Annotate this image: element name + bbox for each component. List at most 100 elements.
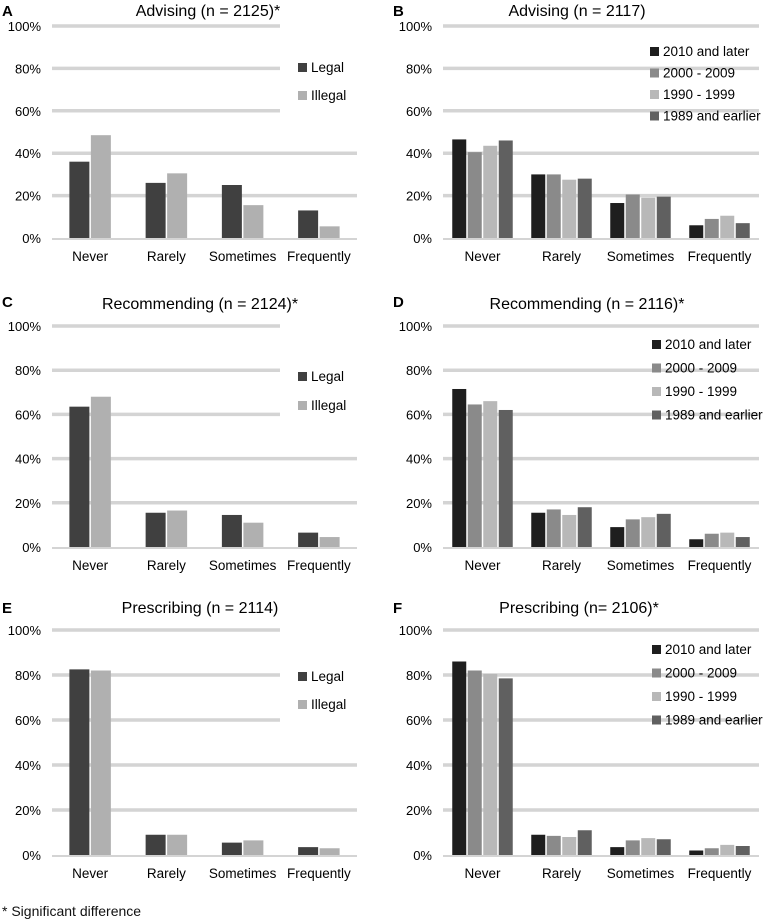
bar-never-1 bbox=[452, 661, 467, 855]
bar-frequently-1 bbox=[689, 850, 704, 855]
bar-sometimes-4 bbox=[656, 513, 671, 547]
legend-swatch bbox=[652, 692, 661, 701]
bar-sometimes-2 bbox=[625, 194, 640, 238]
chart-title: Prescribing (n= 2106)* bbox=[499, 600, 659, 617]
bar-sometimes-4 bbox=[656, 196, 671, 238]
bar-frequently-1 bbox=[689, 225, 704, 238]
x-tick-label: Rarely bbox=[147, 558, 186, 573]
x-tick-label: Rarely bbox=[542, 249, 581, 264]
legend-label: 1989 and earlier bbox=[663, 109, 761, 124]
x-tick-label: Rarely bbox=[147, 866, 186, 881]
bar-rarely-4 bbox=[577, 507, 592, 547]
legend-label: 2010 and later bbox=[663, 44, 750, 59]
bar-never-3 bbox=[483, 673, 498, 855]
x-tick-label: Frequently bbox=[688, 249, 752, 264]
y-tick-label: 100% bbox=[399, 623, 433, 638]
bar-frequently-2 bbox=[319, 537, 340, 547]
legend-label: Legal bbox=[311, 369, 344, 384]
bar-rarely-3 bbox=[562, 514, 577, 547]
legend-swatch bbox=[652, 645, 661, 654]
y-tick-label: 100% bbox=[399, 19, 433, 34]
panel-letter: E bbox=[2, 600, 12, 617]
y-tick-label: 40% bbox=[15, 146, 41, 161]
legend-swatch bbox=[298, 91, 307, 100]
y-tick-label: 100% bbox=[399, 319, 433, 334]
legend-label: 1990 - 1999 bbox=[665, 689, 737, 704]
bar-frequently-2 bbox=[704, 533, 719, 547]
bar-rarely-4 bbox=[577, 178, 592, 238]
x-tick-label: Sometimes bbox=[209, 558, 277, 573]
legend-swatch bbox=[298, 63, 307, 72]
y-tick-label: 0% bbox=[413, 231, 432, 246]
bar-rarely-2 bbox=[546, 174, 561, 238]
legend-label: 1990 - 1999 bbox=[665, 384, 737, 399]
legend-swatch bbox=[652, 387, 661, 396]
bar-never-4 bbox=[498, 140, 513, 238]
y-tick-label: 100% bbox=[8, 623, 42, 638]
y-tick-label: 20% bbox=[406, 189, 432, 204]
x-tick-label: Never bbox=[464, 866, 501, 881]
legend-label: Illegal bbox=[311, 398, 346, 413]
bar-sometimes-2 bbox=[243, 522, 264, 547]
bar-sometimes-1 bbox=[221, 185, 242, 238]
x-tick-label: Sometimes bbox=[607, 866, 675, 881]
legend-swatch bbox=[298, 700, 307, 709]
y-tick-label: 60% bbox=[406, 104, 432, 119]
x-tick-label: Sometimes bbox=[607, 249, 675, 264]
legend-label: 2000 - 2009 bbox=[663, 66, 735, 81]
y-tick-label: 60% bbox=[406, 407, 432, 422]
panel-f: 0% 20% 40% 60% 80% 100% Never Rarely Sometimes Fr… bbox=[393, 600, 763, 881]
bar-sometimes-1 bbox=[610, 203, 625, 238]
panel-letter: F bbox=[393, 600, 402, 617]
panel-letter: C bbox=[2, 294, 13, 311]
bar-never-1 bbox=[69, 406, 90, 547]
bar-rarely-2 bbox=[167, 510, 188, 547]
y-tick-label: 20% bbox=[15, 496, 41, 511]
legend-swatch bbox=[650, 68, 659, 78]
legend-swatch bbox=[652, 363, 661, 373]
legend-label: 2000 - 2009 bbox=[665, 666, 737, 681]
x-tick-label: Frequently bbox=[287, 866, 351, 881]
bar-frequently-1 bbox=[298, 847, 319, 855]
bar-rarely-1 bbox=[145, 834, 166, 855]
y-tick-label: 80% bbox=[406, 668, 432, 683]
bar-frequently-2 bbox=[704, 848, 719, 855]
legend-label: 1989 and earlier bbox=[665, 713, 763, 728]
bar-rarely-2 bbox=[167, 173, 188, 238]
bar-frequently-4 bbox=[735, 537, 750, 547]
bar-sometimes-2 bbox=[625, 840, 640, 855]
legend-swatch bbox=[652, 340, 661, 349]
y-tick-label: 0% bbox=[413, 848, 432, 863]
x-tick-label: Never bbox=[72, 249, 109, 264]
bar-sometimes-3 bbox=[641, 197, 656, 238]
legend-label: 2000 - 2009 bbox=[665, 361, 737, 376]
bar-rarely-3 bbox=[562, 179, 577, 238]
y-tick-label: 40% bbox=[406, 452, 432, 467]
chart-title: Recommending (n = 2124)* bbox=[102, 296, 298, 313]
bar-frequently-4 bbox=[735, 223, 750, 238]
bar-frequently-4 bbox=[735, 846, 750, 855]
bar-sometimes-1 bbox=[221, 842, 242, 855]
y-tick-label: 20% bbox=[15, 803, 41, 818]
y-tick-label: 80% bbox=[406, 363, 432, 378]
bar-never-2 bbox=[467, 152, 482, 238]
y-tick-label: 60% bbox=[15, 104, 41, 119]
bar-never-2 bbox=[90, 396, 111, 547]
y-tick-label: 40% bbox=[406, 758, 432, 773]
footnote: * Significant difference bbox=[2, 903, 142, 919]
bar-rarely-4 bbox=[577, 830, 592, 855]
legend-label: Legal bbox=[311, 669, 344, 684]
x-tick-label: Rarely bbox=[542, 866, 581, 881]
bar-never-2 bbox=[467, 670, 482, 855]
bar-sometimes-1 bbox=[610, 527, 625, 547]
panel-a: 0% 20% 40% 60% 80% 100% Never Rarely Sometimes Fr… bbox=[2, 3, 357, 264]
y-tick-label: 0% bbox=[22, 231, 41, 246]
x-tick-label: Never bbox=[464, 249, 501, 264]
chart-title: Advising (n = 2117) bbox=[508, 3, 645, 20]
legend-swatch bbox=[652, 668, 661, 678]
bar-rarely-1 bbox=[145, 512, 166, 547]
panel-letter: D bbox=[393, 294, 404, 311]
y-tick-label: 0% bbox=[22, 848, 41, 863]
legend-swatch bbox=[298, 372, 307, 381]
legend-swatch bbox=[650, 47, 659, 56]
